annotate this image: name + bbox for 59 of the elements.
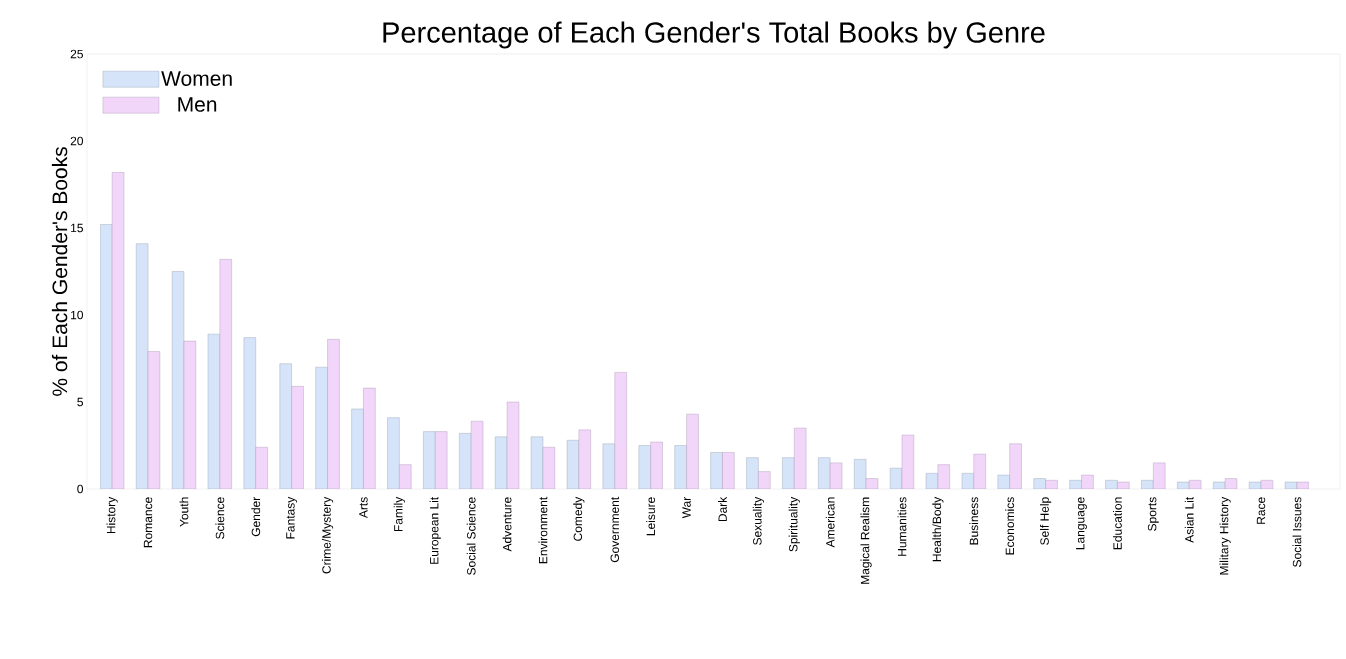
x-tick-label: Fantasy [286, 496, 298, 539]
y-tick-label: 20 [70, 136, 84, 146]
x-tick-label: Arts [359, 497, 368, 519]
x-tick-label: Dark [718, 496, 727, 522]
legend-label: Men [178, 97, 217, 112]
x-tick-label: Health/Body [932, 496, 944, 562]
x-tick-label: Leisure [646, 497, 656, 536]
x-tick-label: History [106, 496, 118, 534]
y-tick-label: 25 [70, 49, 83, 59]
x-tick-label: Asian Lit [1184, 496, 1194, 543]
chart-title: Percentage of Each Gender's Total Books by Genre [383, 21, 1045, 49]
x-tick-label: Family [393, 496, 405, 532]
x-tick-label: European Lit [429, 496, 441, 564]
bar [351, 408, 364, 489]
bar [638, 445, 651, 489]
bar [423, 431, 436, 489]
x-tick-label: Humanities [897, 497, 907, 556]
x-tick-label: Science [215, 497, 225, 539]
x-tick-label: American [825, 497, 835, 548]
legend-label: Women [161, 71, 232, 86]
bar [219, 259, 232, 489]
x-tick-label: Language [1076, 497, 1087, 550]
bar [459, 433, 472, 489]
x-tick-label: Social Issues [1292, 497, 1302, 567]
x-tick-label: Sexuality [752, 496, 764, 545]
x-tick-label: Social Science [466, 497, 476, 575]
x-tick-label: Environment [538, 496, 548, 564]
y-tick-label: 15 [71, 223, 83, 233]
y-tick-label: 0 [77, 484, 84, 494]
y-tick-label: 10 [71, 310, 84, 320]
x-tick-label: Gender [251, 496, 261, 537]
bar [279, 363, 292, 489]
y-tick-label: 5 [77, 397, 83, 407]
x-tick-label: Spirituality [788, 496, 800, 552]
x-tick-label: Self Help [1040, 497, 1052, 545]
x-tick-label: Adventure [502, 497, 512, 552]
x-tick-label: Business [969, 497, 979, 545]
x-tick-label: Romance [143, 497, 153, 548]
x-tick-label: Race [1256, 497, 1266, 524]
x-tick-label: Crime/Mystery [321, 496, 334, 574]
x-tick-label: Comedy [573, 496, 585, 541]
bar [686, 413, 699, 489]
bar [387, 417, 400, 489]
x-tick-label: Economics [1005, 497, 1015, 555]
x-tick-label: Magical Realism [860, 497, 872, 584]
x-tick-label: Youth [179, 497, 189, 527]
bar [614, 372, 627, 489]
y-axis-title: % of Each Gender's Books [51, 147, 68, 396]
bar [327, 339, 340, 489]
x-tick-label: War [682, 496, 691, 519]
bar [674, 445, 687, 489]
x-tick-label: Sports [1147, 497, 1159, 531]
bar [1009, 443, 1022, 489]
x-tick-label: Military History [1219, 496, 1231, 575]
x-tick-label: Education [1112, 497, 1122, 550]
bar [363, 387, 376, 489]
x-tick-label: Government [610, 496, 620, 563]
bar [291, 386, 304, 489]
bar [315, 367, 328, 489]
